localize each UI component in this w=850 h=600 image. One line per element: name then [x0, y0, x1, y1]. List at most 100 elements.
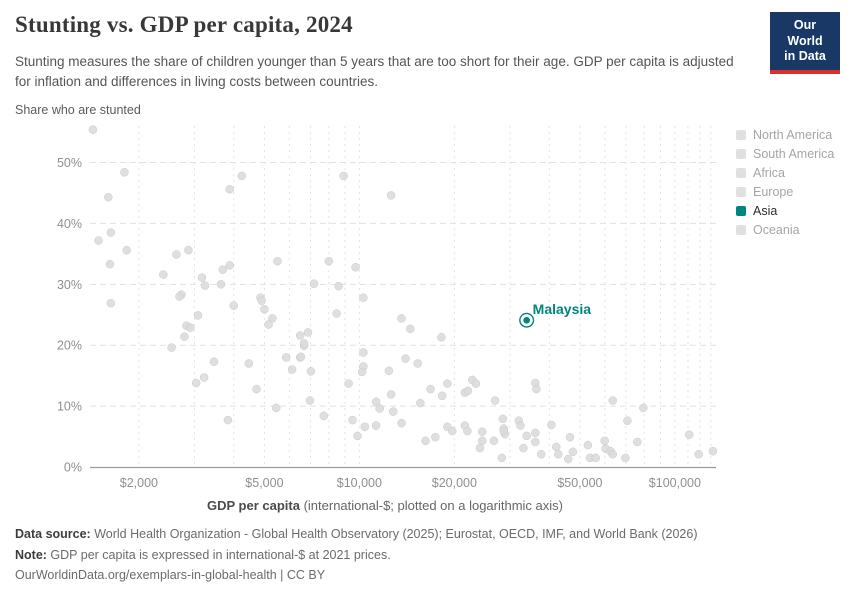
scatter-point[interactable] [463, 426, 472, 436]
scatter-point[interactable] [332, 309, 341, 318]
scatter-point[interactable] [122, 245, 131, 255]
legend-item-africa[interactable]: Africa [736, 166, 834, 180]
scatter-point[interactable] [384, 366, 394, 376]
scatter-point[interactable] [475, 443, 485, 453]
scatter-point[interactable] [359, 348, 368, 357]
scatter-point[interactable] [223, 415, 233, 425]
scatter-point[interactable] [489, 436, 499, 446]
scatter-point[interactable] [499, 426, 509, 436]
scatter-point[interactable] [351, 263, 360, 272]
scatter-point[interactable] [684, 430, 694, 439]
scatter-point[interactable] [371, 421, 381, 430]
scatter-point[interactable] [106, 298, 116, 308]
legend-item-asia[interactable]: Asia [736, 204, 834, 218]
scatter-point[interactable] [568, 447, 578, 457]
scatter-point[interactable] [522, 431, 531, 441]
scatter-point[interactable] [225, 185, 234, 194]
scatter-point[interactable] [386, 191, 396, 200]
scatter-point[interactable] [477, 436, 487, 446]
scatter-point[interactable] [303, 328, 313, 337]
scatter-point[interactable] [237, 171, 247, 181]
scatter-point[interactable] [309, 279, 319, 288]
scatter-point[interactable] [159, 270, 168, 279]
scatter-point[interactable] [191, 378, 201, 388]
scatter-point[interactable] [344, 379, 353, 388]
scatter-point[interactable] [287, 365, 297, 374]
scatter-point[interactable] [421, 436, 430, 446]
scatter-point[interactable] [547, 420, 556, 430]
scatter-point[interactable] [353, 431, 362, 441]
scatter-point[interactable] [371, 397, 381, 407]
scatter-point[interactable] [437, 391, 447, 401]
scatter-point[interactable] [193, 311, 203, 320]
scatter-point[interactable] [471, 379, 481, 388]
scatter-point[interactable] [218, 265, 228, 274]
scatter-point[interactable] [281, 353, 291, 362]
scatter-point[interactable] [306, 367, 316, 376]
highlight-point-malaysia[interactable] [523, 316, 530, 324]
scatter-point[interactable] [431, 432, 440, 442]
scatter-point[interactable] [497, 453, 507, 463]
scatter-point[interactable] [413, 359, 422, 368]
legend-item-south-america[interactable]: South America [736, 147, 834, 161]
scatter-point[interactable] [519, 443, 528, 453]
scatter-point[interactable] [552, 442, 561, 452]
scatter-point[interactable] [375, 404, 384, 413]
scatter-point[interactable] [621, 453, 630, 463]
scatter-point[interactable] [406, 324, 415, 334]
scatter-point[interactable] [554, 449, 563, 459]
scatter-point[interactable] [167, 343, 176, 352]
scatter-point[interactable] [623, 416, 632, 425]
scatter-point[interactable] [299, 339, 309, 348]
scatter-point[interactable] [600, 436, 609, 446]
scatter-point[interactable] [490, 396, 500, 405]
scatter-point[interactable] [105, 259, 115, 269]
scatter-point[interactable] [498, 414, 508, 424]
scatter-point[interactable] [260, 305, 269, 314]
scatter-point[interactable] [264, 320, 273, 329]
scatter-point[interactable] [305, 396, 315, 405]
scatter-point[interactable] [639, 403, 648, 413]
scatter-point[interactable] [443, 379, 452, 388]
owid-logo[interactable]: Our World in Data [770, 12, 840, 74]
scatter-point[interactable] [257, 296, 266, 306]
scatter-point[interactable] [563, 454, 573, 464]
scatter-point[interactable] [334, 281, 343, 291]
scatter-point[interactable] [225, 261, 234, 270]
scatter-point[interactable] [591, 453, 600, 463]
scatter-point[interactable] [184, 245, 193, 255]
scatter-point[interactable] [360, 422, 370, 432]
scatter-point[interactable] [357, 367, 367, 377]
scatter-point[interactable] [416, 398, 425, 408]
highlight-label-malaysia[interactable]: Malaysia [531, 300, 593, 319]
scatter-point[interactable] [583, 440, 593, 450]
scatter-point[interactable] [209, 357, 219, 366]
scatter-point[interactable] [324, 256, 334, 266]
scatter-point[interactable] [348, 415, 357, 425]
scatter-point[interactable] [252, 384, 261, 394]
scatter-point[interactable] [229, 301, 239, 310]
scatter-point[interactable] [216, 280, 226, 289]
scatter-point[interactable] [199, 373, 209, 382]
scatter-point[interactable] [401, 354, 410, 363]
scatter-point[interactable] [694, 449, 703, 459]
scatter-point[interactable] [448, 426, 457, 436]
scatter-point[interactable] [516, 421, 525, 430]
scatter-point[interactable] [426, 384, 435, 394]
scatter-point[interactable] [386, 390, 396, 399]
scatter-point[interactable] [532, 384, 541, 394]
scatter-point[interactable] [197, 273, 207, 282]
scatter-point[interactable] [397, 314, 406, 323]
scatter-point[interactable] [565, 432, 575, 442]
scatter-point[interactable] [200, 281, 210, 290]
scatter-point[interactable] [477, 427, 487, 436]
scatter-point[interactable] [608, 396, 617, 405]
scatter-point[interactable] [94, 236, 103, 245]
legend-item-europe[interactable]: Europe [736, 185, 834, 199]
scatter-point[interactable] [186, 323, 195, 332]
scatter-point[interactable] [244, 359, 254, 368]
scatter-point[interactable] [88, 125, 98, 134]
scatter-point[interactable] [608, 449, 617, 459]
scatter-point[interactable] [531, 437, 540, 447]
scatter-point[interactable] [339, 171, 348, 181]
